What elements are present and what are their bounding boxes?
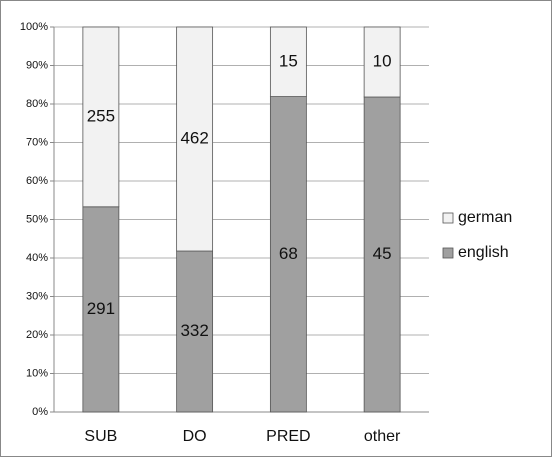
y-tick-label: 80%: [26, 98, 48, 110]
data-label: 291: [87, 299, 115, 318]
x-tick-label: PRED: [266, 428, 310, 445]
y-tick-label: 60%: [26, 175, 48, 187]
data-label: 255: [87, 106, 115, 125]
data-label: 462: [180, 128, 208, 147]
legend-swatch: [442, 247, 454, 259]
y-tick-label: 20%: [26, 329, 48, 341]
bar-segment: [363, 26, 401, 98]
legend-label: english: [458, 244, 509, 261]
bar-segment: [82, 26, 120, 208]
x-tick-label: other: [364, 428, 401, 445]
y-tick-label: 70%: [26, 136, 48, 148]
data-label: 68: [279, 244, 298, 263]
y-tick-label: 50%: [26, 213, 48, 225]
y-tick-label: 30%: [26, 290, 48, 302]
y-tick-label: 90%: [26, 59, 48, 71]
bar-segment: [176, 26, 214, 252]
bar-segment: [269, 96, 307, 413]
bar-segment: [82, 206, 120, 413]
y-tick-label: 40%: [26, 252, 48, 264]
y-tick-label: 0%: [32, 406, 48, 418]
data-label: 15: [279, 51, 298, 70]
y-tick-label: 100%: [20, 21, 48, 33]
x-tick-label: DO: [183, 428, 207, 445]
bar-segment: [269, 26, 307, 97]
x-tick-label: SUB: [84, 428, 117, 445]
data-label: 332: [180, 321, 208, 340]
data-label: 10: [373, 51, 392, 70]
legend-swatch: [442, 212, 454, 224]
bar-segment: [363, 96, 401, 413]
legend-label: german: [458, 209, 512, 226]
data-label: 45: [373, 244, 392, 263]
y-tick-label: 10%: [26, 367, 48, 379]
